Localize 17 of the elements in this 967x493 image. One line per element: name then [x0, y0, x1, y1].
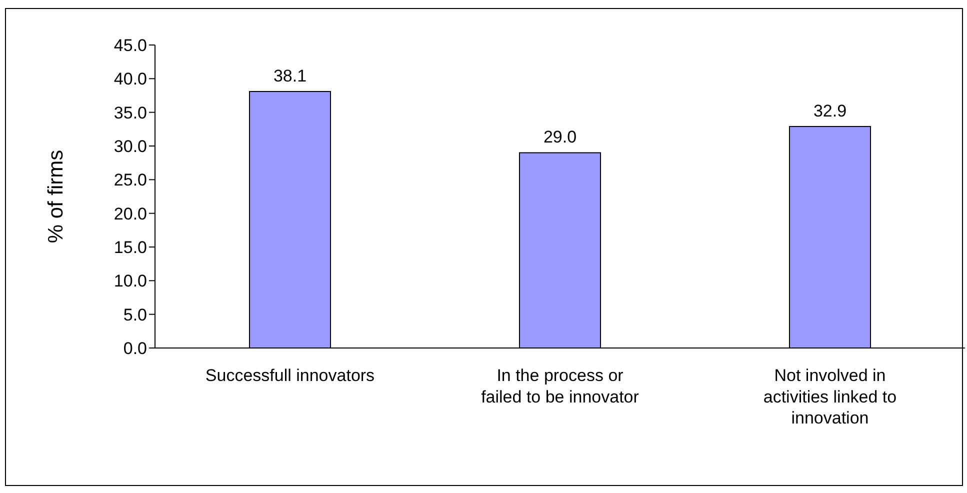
y-tick-label: 45.0: [114, 36, 147, 56]
y-tick-label: 25.0: [114, 170, 147, 190]
x-tick-label: In the process or failed to be innovator: [481, 366, 640, 406]
y-tick-label: 35.0: [114, 103, 147, 122]
y-axis-title: % of firms: [44, 150, 68, 244]
x-tick-label: Successfull innovators: [205, 366, 375, 385]
y-tick-label: 0.0: [123, 339, 147, 358]
y-tick-label: 15.0: [114, 238, 147, 258]
y-tick-label: 30.0: [114, 137, 147, 156]
data-label: 38.1: [273, 66, 307, 86]
data-label: 29.0: [543, 128, 577, 147]
y-tick-label: 10.0: [114, 272, 147, 291]
y-tick-label: 40.0: [114, 70, 147, 89]
x-tick-label: Not involved in activities linked to innovation: [763, 366, 897, 428]
y-tick-label: 20.0: [114, 204, 147, 224]
y-tick-label: 5.0: [123, 305, 147, 324]
data-label: 32.9: [813, 101, 847, 120]
